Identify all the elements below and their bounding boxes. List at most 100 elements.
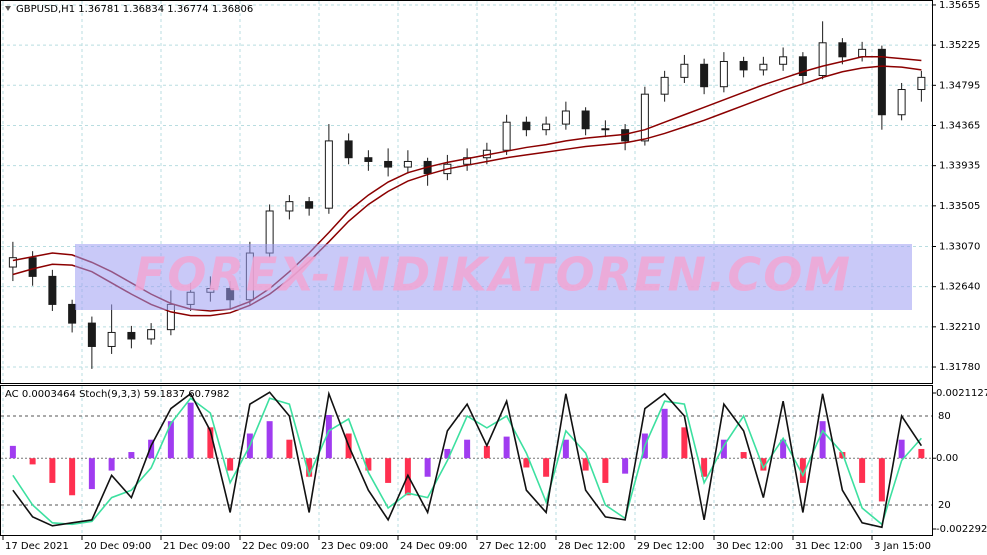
ac-bar bbox=[859, 458, 866, 483]
candle-body bbox=[640, 93, 649, 142]
candle-body bbox=[48, 275, 57, 305]
ac-bar bbox=[9, 445, 16, 459]
candle-body bbox=[403, 160, 412, 168]
ac-bar bbox=[167, 421, 174, 459]
ac-bar bbox=[69, 458, 76, 496]
y-tick-label: 0.0021127 bbox=[936, 388, 987, 399]
candle-body bbox=[739, 60, 748, 71]
y-tick-label: 1.34365 bbox=[939, 120, 980, 131]
y-tick-label: 1.32210 bbox=[939, 322, 980, 333]
ac-bar bbox=[622, 458, 629, 474]
indicator-frame bbox=[0, 385, 933, 536]
ac-bar bbox=[701, 458, 708, 477]
candle-body bbox=[127, 331, 136, 340]
ac-bar bbox=[325, 415, 332, 459]
candle-body bbox=[779, 56, 788, 65]
plot: FOREX-INDIKATOREN.COM bbox=[8, 21, 926, 529]
ac-bar bbox=[424, 458, 431, 477]
x-tick-label: 21 Dec 09:00 bbox=[163, 541, 230, 552]
y2-tick-label: 20 bbox=[938, 500, 951, 511]
ac-bar bbox=[602, 458, 609, 483]
y-tick-label: 1.33070 bbox=[939, 241, 980, 252]
ac-bar bbox=[543, 458, 550, 477]
x-tick-label: 28 Dec 12:00 bbox=[558, 541, 625, 552]
x-tick-label: 17 Dec 2021 bbox=[5, 541, 69, 552]
candle-body bbox=[502, 121, 511, 151]
candle-body bbox=[897, 89, 906, 116]
candle-body bbox=[364, 157, 373, 162]
ac-bar bbox=[266, 421, 273, 459]
candle-body bbox=[798, 56, 807, 76]
candle-body bbox=[344, 140, 353, 159]
candle-body bbox=[324, 140, 333, 209]
candle-body bbox=[601, 128, 610, 131]
main-frame bbox=[0, 0, 933, 384]
ac-bar bbox=[523, 458, 530, 468]
ac-bar bbox=[918, 448, 925, 459]
candle-body bbox=[542, 123, 551, 131]
ac-bar bbox=[799, 458, 806, 483]
candle-body bbox=[87, 322, 96, 347]
y-tick-label: 1.33935 bbox=[939, 161, 980, 172]
watermark: FOREX-INDIKATOREN.COM bbox=[134, 248, 852, 302]
ac-bar bbox=[878, 458, 885, 502]
y-tick-label: 0.00 bbox=[936, 453, 958, 464]
candle-body bbox=[700, 63, 709, 88]
candle-body bbox=[384, 160, 393, 168]
ac-bar bbox=[681, 427, 688, 459]
y2-tick-label: 80 bbox=[938, 411, 951, 422]
candle-body bbox=[818, 42, 827, 76]
ac-bar bbox=[88, 458, 95, 490]
candle-body bbox=[917, 76, 926, 91]
y-tick-label: 1.35655 bbox=[939, 0, 980, 11]
y-tick-label: 1.33505 bbox=[939, 201, 980, 212]
candle-body bbox=[877, 48, 886, 116]
ac-bar bbox=[464, 439, 471, 459]
y-tick-label: 1.31780 bbox=[939, 362, 980, 373]
indicator-header: AC 0.0003464 Stoch(9,3,3) 59.1837 60.798… bbox=[5, 389, 230, 400]
candle-body bbox=[305, 201, 314, 209]
x-tick-label: 30 Dec 12:00 bbox=[716, 541, 783, 552]
ac-bar bbox=[898, 439, 905, 459]
candle-body bbox=[8, 257, 17, 268]
candle-body bbox=[68, 303, 77, 324]
ac-bar bbox=[740, 452, 747, 459]
candle-body bbox=[561, 110, 570, 125]
ac-bar bbox=[187, 402, 194, 459]
candle-body bbox=[719, 60, 728, 88]
ac-bar bbox=[760, 458, 767, 471]
candle-body bbox=[463, 157, 472, 165]
stochastic-line bbox=[12, 397, 922, 526]
ac-bar bbox=[562, 439, 569, 459]
watermark-band bbox=[75, 244, 912, 310]
candle-body bbox=[759, 63, 768, 71]
y-tick-label: 1.35225 bbox=[939, 40, 980, 51]
candle-body bbox=[838, 42, 847, 58]
candle-body bbox=[680, 63, 689, 78]
ac-bar bbox=[286, 439, 293, 459]
candle-body bbox=[285, 201, 294, 212]
ac-bar bbox=[29, 458, 36, 465]
header-icon bbox=[5, 6, 11, 11]
ac-bar bbox=[483, 445, 490, 459]
y-tick-label: 1.34795 bbox=[939, 80, 980, 91]
candle-body bbox=[28, 257, 37, 277]
y-tick-label: 1.32640 bbox=[939, 282, 980, 293]
ac-bar bbox=[306, 458, 313, 477]
grid bbox=[1, 1, 932, 535]
ac-bar bbox=[49, 458, 56, 483]
x-tick-label: 3 Jan 15:00 bbox=[874, 541, 931, 552]
ac-bar bbox=[582, 458, 589, 471]
ac-bar bbox=[444, 448, 451, 459]
ac-bar bbox=[227, 458, 234, 471]
x-tick-label: 23 Dec 09:00 bbox=[321, 541, 388, 552]
ac-bar bbox=[661, 408, 668, 459]
price-header: GBPUSD,H1 1.36781 1.36834 1.36774 1.3680… bbox=[16, 4, 253, 15]
candle-body bbox=[660, 76, 669, 95]
ac-bar bbox=[780, 439, 787, 459]
ac-bar bbox=[720, 439, 727, 459]
ac-bar bbox=[385, 458, 392, 483]
x-tick-label: 31 Dec 12:00 bbox=[795, 541, 862, 552]
x-tick-label: 22 Dec 09:00 bbox=[242, 541, 309, 552]
